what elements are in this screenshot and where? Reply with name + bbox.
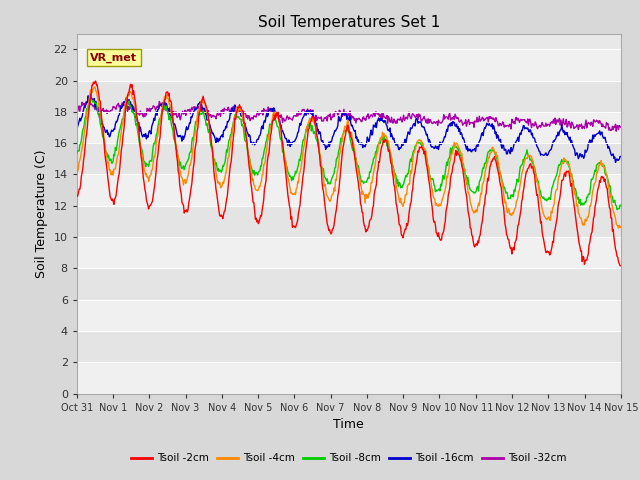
Bar — [77, 81, 621, 112]
Legend: Tsoil -2cm, Tsoil -4cm, Tsoil -8cm, Tsoil -16cm, Tsoil -32cm: Tsoil -2cm, Tsoil -4cm, Tsoil -8cm, Tsoi… — [127, 449, 571, 468]
Bar — [77, 143, 621, 174]
Y-axis label: Soil Temperature (C): Soil Temperature (C) — [35, 149, 48, 278]
Bar — [77, 362, 621, 394]
Title: Soil Temperatures Set 1: Soil Temperatures Set 1 — [258, 15, 440, 30]
Bar — [77, 174, 621, 206]
Bar — [77, 331, 621, 362]
Bar — [77, 112, 621, 143]
Bar — [77, 268, 621, 300]
X-axis label: Time: Time — [333, 418, 364, 431]
Text: VR_met: VR_met — [90, 53, 138, 63]
Bar — [77, 300, 621, 331]
Bar — [77, 237, 621, 268]
Bar — [77, 206, 621, 237]
Bar — [77, 49, 621, 81]
